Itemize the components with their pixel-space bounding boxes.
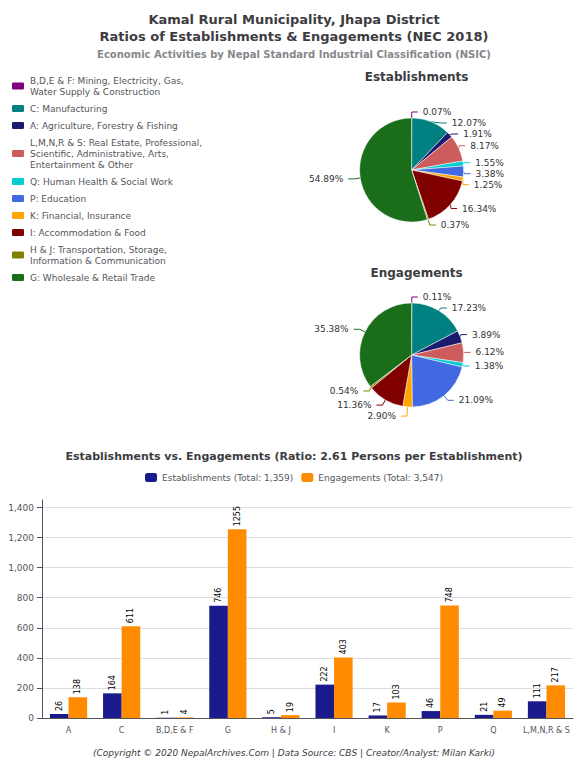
svg-text:C: Manufacturing: C: Manufacturing [30,104,107,114]
svg-text:1: 1 [161,710,170,715]
svg-text:H & J: Transportation, Storage: H & J: Transportation, Storage, [30,245,167,255]
svg-text:17: 17 [373,702,382,712]
svg-text:Ratios of Establishments & Eng: Ratios of Establishments & Engagements (… [100,29,489,44]
svg-text:Establishments vs. Engagements: Establishments vs. Engagements (Ratio: 2… [65,450,522,463]
svg-text:54.89%: 54.89% [309,174,344,184]
svg-text:Engagements: Engagements [370,266,462,280]
svg-text:164: 164 [108,675,117,690]
svg-text:K: K [385,726,391,735]
svg-text:16.34%: 16.34% [462,204,497,214]
svg-text:200: 200 [17,683,34,693]
svg-text:217: 217 [551,667,560,682]
svg-text:1,000: 1,000 [8,563,34,573]
svg-text:0.54%: 0.54% [330,386,359,396]
svg-text:K: Financial, Insurance: K: Financial, Insurance [30,211,132,221]
svg-text:H & J: H & J [271,726,291,735]
svg-text:403: 403 [339,639,348,654]
svg-text:1.91%: 1.91% [463,129,492,139]
svg-text:I: I [333,726,335,735]
svg-text:400: 400 [17,653,34,663]
svg-text:49: 49 [498,697,507,707]
svg-text:138: 138 [73,679,82,694]
svg-text:1,200: 1,200 [8,533,34,543]
svg-text:0: 0 [28,713,34,723]
svg-text:P: Education: P: Education [30,194,86,204]
svg-text:Entertainment & Other: Entertainment & Other [30,160,134,170]
svg-text:Economic Activities by Nepal S: Economic Activities by Nepal Standard In… [97,49,491,60]
svg-text:1,400: 1,400 [8,503,34,513]
svg-text:3.89%: 3.89% [472,330,501,340]
svg-text:0.11%: 0.11% [423,292,452,302]
svg-text:1.55%: 1.55% [475,158,504,168]
svg-text:748: 748 [445,587,454,602]
svg-text:4: 4 [180,709,189,714]
svg-text:8.17%: 8.17% [470,141,499,151]
svg-text:12.07%: 12.07% [452,118,487,128]
svg-text:Scientific, Administrative, Ar: Scientific, Administrative, Arts, [30,149,169,159]
svg-text:103: 103 [392,684,401,699]
svg-text:B,D,E & F: Mining, Electricity: B,D,E & F: Mining, Electricity, Gas, [30,76,184,86]
svg-text:19: 19 [286,702,295,712]
svg-text:0.07%: 0.07% [423,107,452,117]
svg-text:222: 222 [320,666,329,681]
svg-text:1.25%: 1.25% [474,180,503,190]
svg-text:Engagements (Total: 3,547): Engagements (Total: 3,547) [318,473,443,483]
svg-text:1255: 1255 [233,506,242,526]
svg-text:11.36%: 11.36% [337,400,372,410]
svg-text:21: 21 [480,702,489,712]
svg-text:6.12%: 6.12% [476,347,505,357]
svg-text:2.90%: 2.90% [367,411,396,421]
svg-text:26: 26 [55,701,64,711]
svg-text:Water Supply & Construction: Water Supply & Construction [30,87,160,97]
svg-text:G: Wholesale & Retail Trade: G: Wholesale & Retail Trade [30,273,155,283]
svg-text:A: A [66,726,72,735]
svg-text:46: 46 [426,698,435,708]
svg-text:Q: Human Health & Social Work: Q: Human Health & Social Work [30,177,174,187]
svg-text:Information & Communication: Information & Communication [30,256,166,266]
svg-text:1.38%: 1.38% [475,361,504,371]
svg-text:Establishments: Establishments [365,70,469,84]
svg-text:P: P [438,726,443,735]
svg-text:L,M,N,R & S: Real Estate, Prof: L,M,N,R & S: Real Estate, Professional, [30,138,202,148]
svg-text:L,M,N,R & S: L,M,N,R & S [523,726,570,735]
svg-text:G: G [225,726,231,735]
svg-text:C: C [119,726,125,735]
svg-text:111: 111 [533,683,542,698]
svg-text:I: Accommodation & Food: I: Accommodation & Food [30,228,146,238]
svg-text:5: 5 [267,709,276,714]
svg-text:Q: Q [490,726,496,735]
svg-text:746: 746 [214,588,223,603]
svg-text:21.09%: 21.09% [459,395,494,405]
svg-text:0.37%: 0.37% [441,220,470,230]
svg-text:B,D,E & F: B,D,E & F [156,726,194,735]
svg-text:A: Agriculture, Forestry & Fis: A: Agriculture, Forestry & Fishing [30,121,178,131]
svg-text:Kamal Rural Municipality, Jhap: Kamal Rural Municipality, Jhapa District [148,12,439,27]
svg-text:611: 611 [126,608,135,623]
svg-text:800: 800 [17,593,34,603]
svg-text:600: 600 [17,623,34,633]
svg-text:17.23%: 17.23% [452,303,487,313]
svg-text:(Copyright © 2020 NepalArchive: (Copyright © 2020 NepalArchives.Com | Da… [93,748,495,758]
svg-text:3.38%: 3.38% [475,169,504,179]
svg-text:35.38%: 35.38% [314,324,349,334]
svg-text:Establishments (Total: 1,359): Establishments (Total: 1,359) [162,473,293,483]
